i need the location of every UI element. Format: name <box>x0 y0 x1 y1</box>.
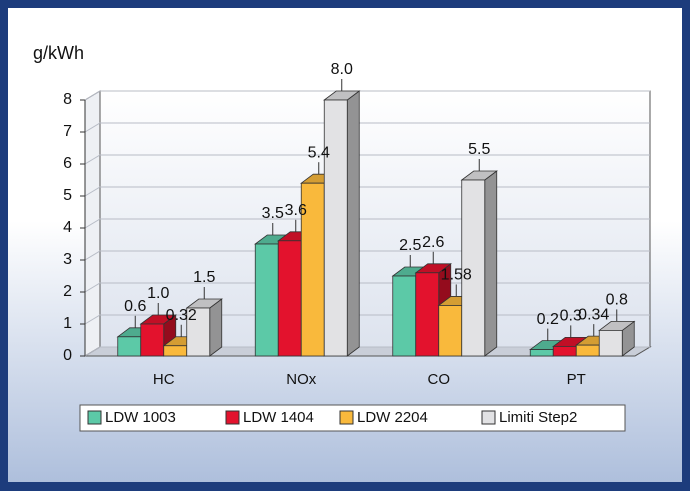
legend-swatch <box>481 410 496 425</box>
bar <box>186 307 211 357</box>
bar <box>392 275 417 357</box>
data-label: 2.5 <box>399 237 421 254</box>
y-tick-label: 7 <box>63 123 72 140</box>
data-label: 1.58 <box>441 267 472 284</box>
data-label: 0.34 <box>578 306 609 323</box>
data-label: 0.2 <box>537 311 559 328</box>
y-axis-label: g/kWh <box>33 43 84 63</box>
grid-line <box>84 154 650 165</box>
data-label: 3.6 <box>285 202 307 219</box>
bar <box>575 344 600 357</box>
bar <box>277 240 302 357</box>
data-label: 2.6 <box>422 234 444 251</box>
bar <box>598 329 623 357</box>
x-tick-label: HC <box>153 371 175 388</box>
bar <box>323 99 348 357</box>
bar-side <box>346 90 360 357</box>
legend-swatch <box>225 410 240 425</box>
data-label: 5.5 <box>468 141 490 158</box>
data-label: 1.5 <box>193 269 215 286</box>
y-tick-label: 0 <box>63 347 72 364</box>
bar-side <box>484 170 498 357</box>
grid-line <box>84 90 650 101</box>
data-label: 0.8 <box>606 292 628 309</box>
data-label: 5.4 <box>308 144 330 161</box>
y-tick-label: 5 <box>63 187 72 204</box>
bar-side <box>209 298 223 357</box>
x-tick-label: NOx <box>286 371 317 388</box>
bar <box>461 179 486 357</box>
bar <box>140 323 165 357</box>
legend-label: LDW 1404 <box>243 409 314 426</box>
data-label: 3.5 <box>262 205 284 222</box>
legend-swatch <box>339 410 354 425</box>
x-tick-label: PT <box>567 371 586 388</box>
data-label: 0.3 <box>560 308 582 325</box>
bar <box>117 336 142 357</box>
legend-swatch <box>87 410 102 425</box>
grid-line <box>84 122 650 133</box>
data-label: 0.32 <box>166 307 197 324</box>
legend-label: LDW 2204 <box>357 409 428 426</box>
data-label: 1.0 <box>147 285 169 302</box>
legend-label: Limiti Step2 <box>499 409 577 426</box>
legend-label: LDW 1003 <box>105 409 176 426</box>
y-tick-label: 4 <box>63 219 72 236</box>
bar <box>529 349 554 357</box>
y-tick-label: 8 <box>63 91 72 108</box>
y-tick-label: 6 <box>63 155 72 172</box>
bar <box>552 345 577 357</box>
y-tick-label: 1 <box>63 315 72 332</box>
y-tick-label: 2 <box>63 283 72 300</box>
data-label: 8.0 <box>331 61 353 78</box>
bar <box>415 272 440 357</box>
bar <box>254 243 279 357</box>
bar <box>163 345 188 357</box>
bar <box>438 305 463 357</box>
data-label: 0.6 <box>124 298 146 315</box>
y-tick-label: 3 <box>63 251 72 268</box>
x-tick-label: CO <box>428 371 451 388</box>
